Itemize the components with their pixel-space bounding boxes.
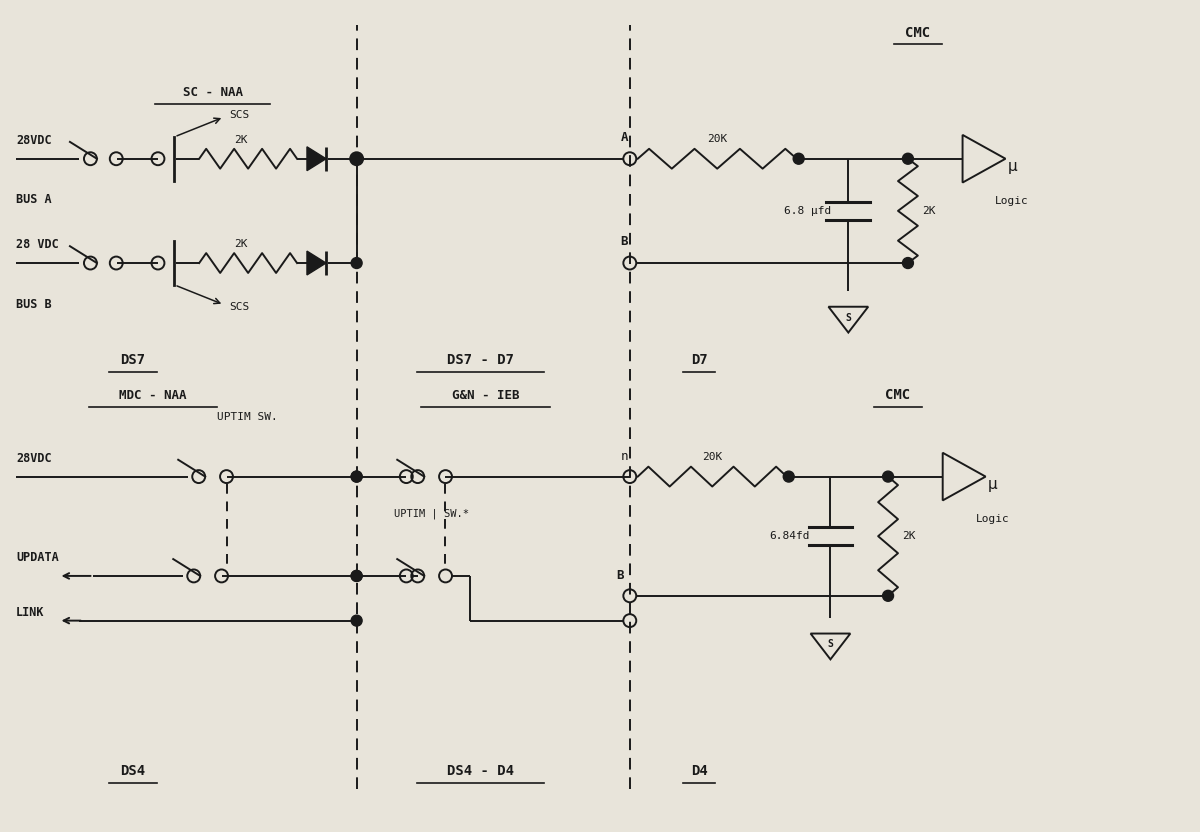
Text: SCS: SCS [229,302,250,312]
Text: BUS A: BUS A [16,194,52,206]
Text: UPTIM SW.: UPTIM SW. [217,412,277,422]
Text: UPDATA: UPDATA [16,551,59,564]
Circle shape [352,615,362,626]
Text: B: B [620,235,628,248]
Polygon shape [307,146,326,171]
Text: D4: D4 [691,764,708,778]
Text: DS7: DS7 [120,354,145,367]
Text: μ: μ [988,477,997,492]
Circle shape [352,571,362,582]
Circle shape [352,471,362,482]
Circle shape [352,153,362,164]
Text: S: S [828,640,833,650]
Text: 2K: 2K [234,135,247,145]
Circle shape [902,153,913,164]
Text: CMC: CMC [905,26,930,40]
Circle shape [352,258,362,269]
Text: SC - NAA: SC - NAA [182,87,242,99]
Text: 6.84fd: 6.84fd [769,531,809,541]
Text: DS7 - D7: DS7 - D7 [448,354,515,367]
Text: 28 VDC: 28 VDC [16,238,59,251]
Circle shape [902,258,913,269]
Text: DS4 - D4: DS4 - D4 [448,764,515,778]
Text: CMC: CMC [886,388,911,402]
Text: UPTIM | SW.*: UPTIM | SW.* [394,508,469,519]
Text: D7: D7 [691,354,708,367]
Text: LINK: LINK [16,606,44,619]
Text: Logic: Logic [995,196,1030,206]
Text: μ: μ [1008,159,1018,174]
Polygon shape [307,251,326,275]
Text: G&N - IEB: G&N - IEB [452,389,520,402]
Text: B: B [617,569,624,582]
Text: DS4: DS4 [120,764,145,778]
Circle shape [352,471,362,482]
Text: 20K: 20K [702,452,722,462]
Text: 28VDC: 28VDC [16,134,52,146]
Text: S: S [845,313,851,323]
Text: 28VDC: 28VDC [16,452,52,465]
Text: 6.8 μfd: 6.8 μfd [784,206,832,215]
Circle shape [883,471,894,482]
Text: 2K: 2K [922,206,935,215]
Circle shape [352,571,362,582]
Text: MDC - NAA: MDC - NAA [119,389,187,402]
Text: SCS: SCS [229,110,250,120]
Text: n: n [620,449,628,463]
Circle shape [793,153,804,164]
Text: Logic: Logic [976,514,1009,524]
Text: A: A [620,131,628,144]
Text: 2K: 2K [234,239,247,249]
Text: 20K: 20K [707,134,727,144]
Text: BUS B: BUS B [16,298,52,311]
Circle shape [883,591,894,602]
Text: 2K: 2K [902,531,916,541]
Circle shape [784,471,794,482]
